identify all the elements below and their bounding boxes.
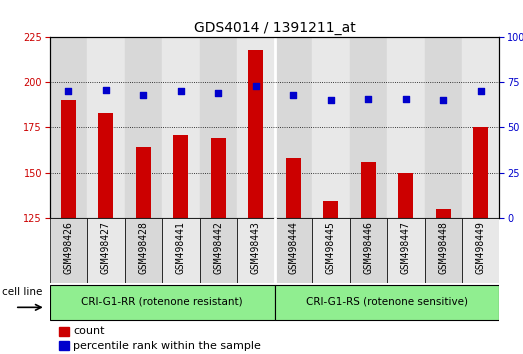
Bar: [275, 218, 312, 283]
Bar: [124, 37, 162, 218]
Bar: [312, 37, 349, 218]
Point: [101, 87, 110, 92]
Bar: [312, 218, 349, 283]
Text: GSM498445: GSM498445: [326, 221, 336, 274]
Text: GSM498426: GSM498426: [63, 221, 73, 274]
Bar: [237, 37, 275, 218]
Point: [139, 92, 147, 98]
Bar: [286, 158, 301, 218]
Text: count: count: [73, 326, 105, 336]
Text: GSM498449: GSM498449: [476, 221, 486, 274]
Bar: [473, 127, 488, 218]
Text: GSM498427: GSM498427: [101, 221, 111, 274]
Bar: [59, 341, 69, 350]
Bar: [87, 37, 124, 218]
Text: CRI-G1-RS (rotenone sensitive): CRI-G1-RS (rotenone sensitive): [306, 297, 468, 307]
Point: [214, 90, 222, 96]
Bar: [173, 135, 188, 218]
Bar: [162, 37, 200, 218]
Bar: [61, 101, 76, 218]
Bar: [275, 285, 499, 320]
Point: [64, 88, 73, 94]
Bar: [124, 218, 162, 283]
Text: percentile rank within the sample: percentile rank within the sample: [73, 341, 261, 351]
Bar: [425, 37, 462, 218]
Point: [326, 97, 335, 103]
Point: [439, 97, 447, 103]
Bar: [349, 218, 387, 283]
Text: GSM498442: GSM498442: [213, 221, 223, 274]
Bar: [436, 209, 451, 218]
Bar: [349, 37, 387, 218]
Bar: [387, 37, 425, 218]
Bar: [136, 147, 151, 218]
Point: [402, 96, 410, 101]
Text: GSM498441: GSM498441: [176, 221, 186, 274]
Bar: [200, 37, 237, 218]
Bar: [462, 218, 499, 283]
Bar: [50, 218, 87, 283]
Bar: [50, 285, 275, 320]
Point: [177, 88, 185, 94]
Bar: [211, 138, 226, 218]
Bar: [50, 37, 87, 218]
Bar: [162, 218, 200, 283]
Text: GSM498444: GSM498444: [288, 221, 298, 274]
Point: [364, 96, 372, 101]
Title: GDS4014 / 1391211_at: GDS4014 / 1391211_at: [194, 21, 356, 35]
Text: GSM498447: GSM498447: [401, 221, 411, 274]
Bar: [323, 201, 338, 218]
Bar: [98, 113, 113, 218]
Bar: [248, 50, 263, 218]
Text: GSM498428: GSM498428: [139, 221, 149, 274]
Bar: [237, 218, 275, 283]
Text: GSM498443: GSM498443: [251, 221, 261, 274]
Bar: [59, 327, 69, 336]
Text: GSM498448: GSM498448: [438, 221, 448, 274]
Bar: [387, 218, 425, 283]
Bar: [425, 218, 462, 283]
Bar: [200, 218, 237, 283]
Point: [252, 83, 260, 89]
Text: GSM498446: GSM498446: [363, 221, 373, 274]
Bar: [275, 37, 312, 218]
Bar: [361, 162, 376, 218]
Point: [289, 92, 298, 98]
Text: CRI-G1-RR (rotenone resistant): CRI-G1-RR (rotenone resistant): [81, 297, 243, 307]
Bar: [398, 173, 413, 218]
Point: [476, 88, 485, 94]
Bar: [87, 218, 124, 283]
Text: cell line: cell line: [2, 287, 42, 297]
Bar: [462, 37, 499, 218]
